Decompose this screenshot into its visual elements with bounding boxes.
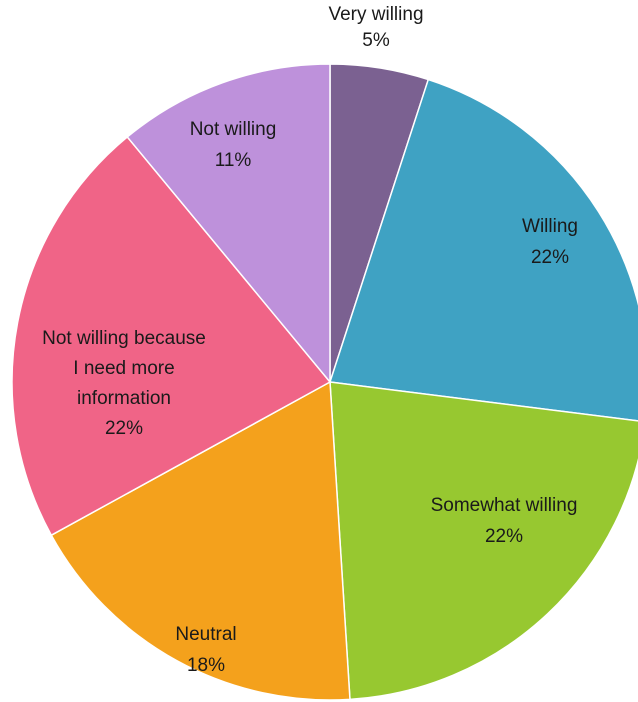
- slice-name-label: Very willing: [328, 4, 423, 25]
- slice-name-label: Somewhat willing: [431, 495, 578, 516]
- pie-slice-neutral: [50, 380, 351, 701]
- slice-label-willing: Willing 22%: [522, 216, 578, 268]
- slice-name-label: Neutral: [175, 624, 236, 645]
- slice-value-label: 5%: [362, 30, 390, 51]
- slice-name-label: Willing: [522, 216, 578, 237]
- slice-label-very-willing: Very willing 5%: [328, 4, 423, 51]
- slice-value-label: 22%: [485, 526, 523, 547]
- slice-label-somewhat-willing: Somewhat willing 22%: [431, 495, 578, 547]
- pie-slice-not-willing: [126, 63, 331, 385]
- slice-label-not-willing-because-i-need-more-information: Not willing because I need more informatio…: [42, 328, 206, 439]
- slice-name-label: Not willing because: [42, 328, 206, 349]
- pie-slice-willing: [329, 78, 638, 422]
- slice-value-label: 18%: [187, 655, 225, 676]
- pie-slice-somewhat-willing: [329, 381, 638, 701]
- slice-value-label: 11%: [215, 150, 252, 171]
- slice-name-label: information: [77, 388, 171, 409]
- slice-name-label: I need more: [73, 358, 174, 379]
- slice-label-neutral: Neutral 18%: [175, 624, 236, 676]
- slice-name-label: Not willing: [190, 119, 277, 140]
- slice-label-not-willing: Not willing 11%: [190, 119, 277, 171]
- slices-layer: [11, 63, 638, 701]
- slice-value-label: 22%: [105, 418, 143, 439]
- labels-layer: Very willing 5%Willing 22%Somewhat willing…: [42, 4, 578, 676]
- slice-value-label: 22%: [531, 247, 569, 268]
- pie-slice-not-willing-because-i-need-more-information: [11, 135, 332, 537]
